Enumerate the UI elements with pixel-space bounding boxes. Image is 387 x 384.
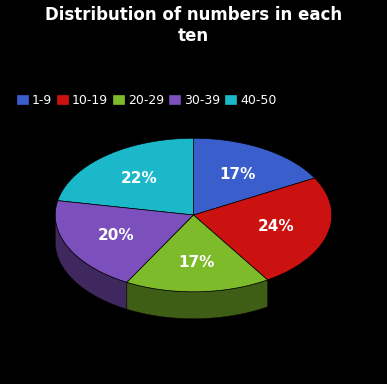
Text: 24%: 24% — [258, 219, 295, 234]
Polygon shape — [55, 201, 194, 282]
Text: Distribution of numbers in each
ten: Distribution of numbers in each ten — [45, 6, 342, 45]
Polygon shape — [127, 280, 267, 319]
Text: 22%: 22% — [120, 171, 157, 186]
Polygon shape — [58, 138, 194, 215]
Polygon shape — [56, 222, 267, 319]
Polygon shape — [127, 215, 267, 292]
Text: 17%: 17% — [178, 255, 214, 270]
Polygon shape — [194, 178, 332, 280]
Legend: 1-9, 10-19, 20-29, 30-39, 40-50: 1-9, 10-19, 20-29, 30-39, 40-50 — [12, 89, 282, 112]
Polygon shape — [194, 138, 315, 215]
Polygon shape — [55, 216, 127, 309]
Text: 20%: 20% — [98, 228, 134, 243]
Text: 17%: 17% — [219, 167, 255, 182]
